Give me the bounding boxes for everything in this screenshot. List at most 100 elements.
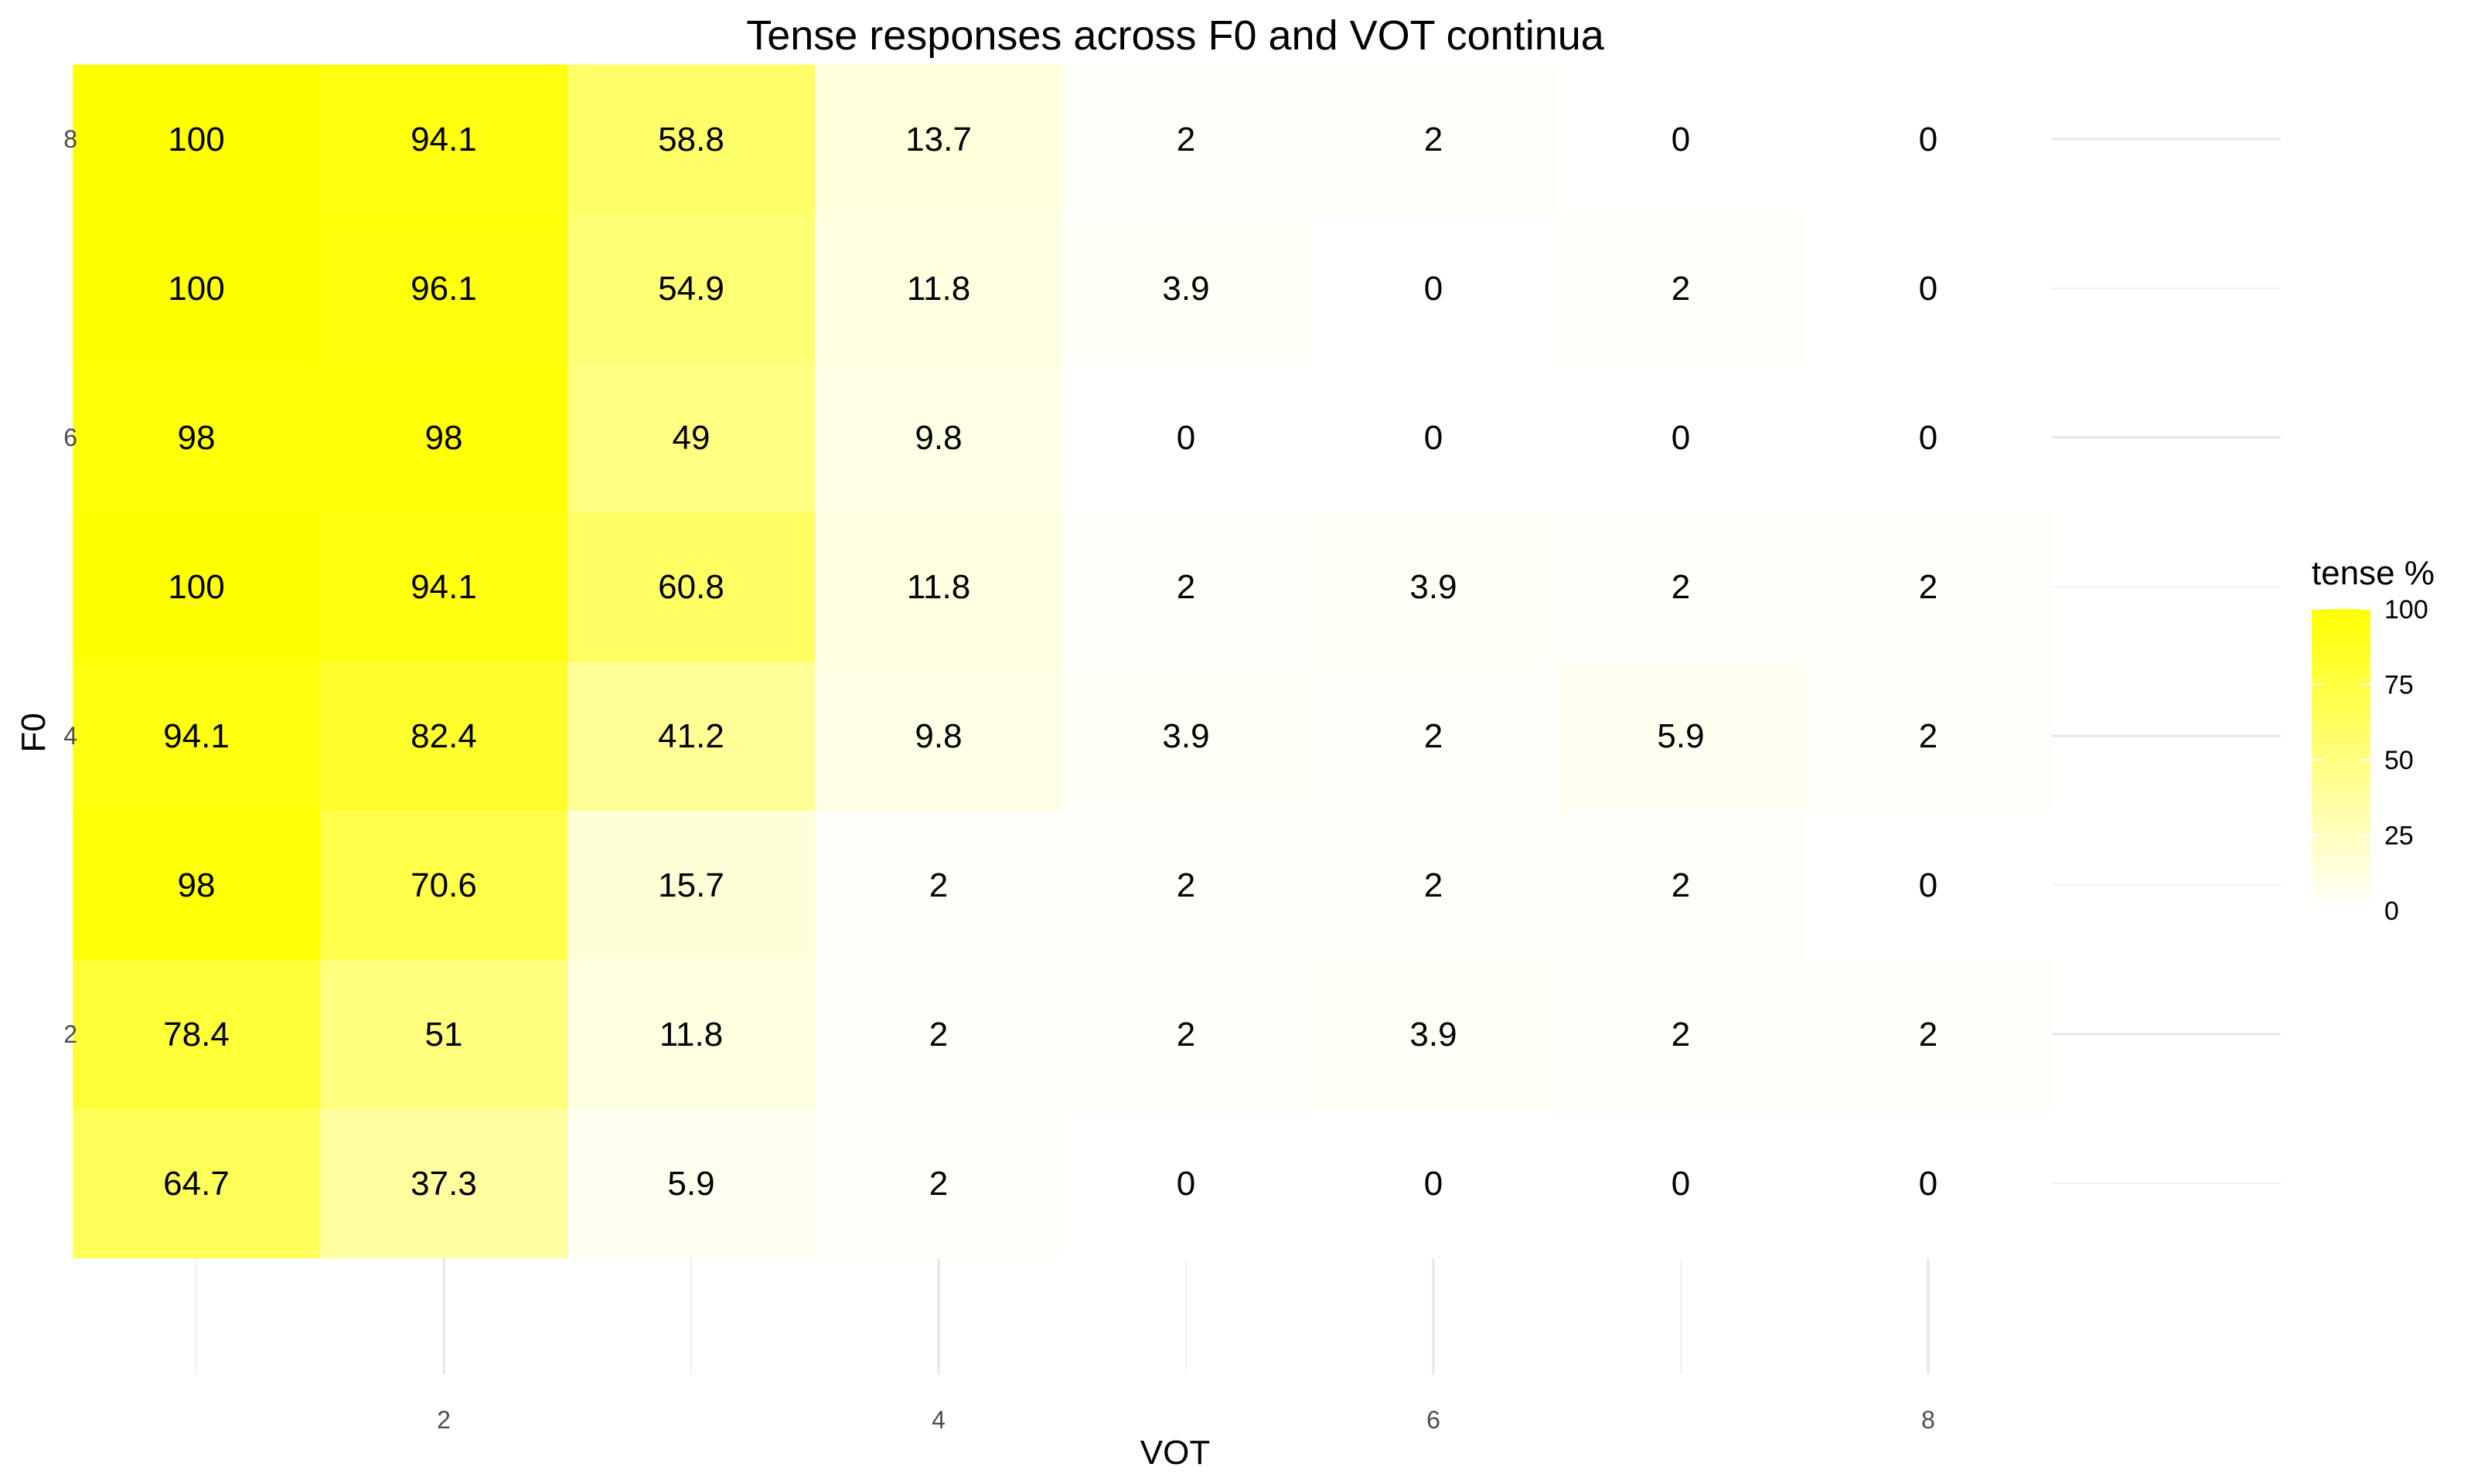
heatmap-cell	[1310, 810, 1558, 960]
heatmap-cell	[1310, 64, 1558, 214]
cell-value-label: 2	[1424, 866, 1443, 904]
cell-value-label: 2	[1424, 121, 1443, 158]
heatmap-cell	[815, 1108, 1063, 1258]
cell-value-label: 9.8	[915, 419, 962, 457]
x-axis-title: VOT	[1140, 1434, 1210, 1472]
cell-value-label: 2	[1424, 717, 1443, 755]
heatmap-cell	[1804, 362, 2053, 512]
heatmap-cell	[1062, 1108, 1310, 1258]
cell-value-label: 15.7	[658, 866, 724, 904]
legend-tick-label: 50	[2384, 746, 2414, 775]
cell-value-label: 2	[1177, 121, 1195, 158]
heatmap-cell	[567, 661, 816, 811]
cell-value-label: 49	[673, 419, 711, 457]
heatmap-cell	[1804, 810, 2053, 960]
cell-value-label: 0	[1424, 270, 1443, 308]
heatmap-cell	[73, 213, 321, 363]
cell-value-label: 100	[168, 121, 224, 158]
cell-value-label: 5.9	[1657, 717, 1704, 755]
heatmap-cell	[1804, 661, 2053, 811]
heatmap-cell	[73, 64, 321, 214]
cell-value-label: 64.7	[163, 1165, 230, 1203]
cell-value-label: 3.9	[1409, 568, 1457, 606]
legend-tick-label: 75	[2384, 671, 2414, 700]
heatmap-cell	[815, 213, 1063, 363]
color-legend: tense % 0 25 50 75 100	[2312, 554, 2435, 926]
heatmap-cell	[1557, 1108, 1805, 1258]
heatmap-cell	[320, 1108, 568, 1258]
heatmap-cell	[1557, 661, 1805, 811]
cell-value-label: 9.8	[915, 717, 962, 755]
heatmap-cell	[1804, 959, 2053, 1109]
cell-value-label: 41.2	[658, 717, 724, 755]
heatmap-cell	[320, 64, 568, 214]
heatmap-cell	[1310, 512, 1558, 662]
cell-value-label: 13.7	[905, 121, 972, 158]
cell-value-label: 51	[425, 1016, 463, 1053]
cell-value-label: 2	[1671, 270, 1690, 308]
heatmap-cell	[1062, 661, 1310, 811]
cell-value-label: 98	[425, 419, 463, 457]
heatmap-cell	[815, 661, 1063, 811]
cell-value-label: 3.9	[1162, 270, 1209, 308]
cell-value-label: 11.8	[907, 568, 970, 606]
heatmap-cell	[567, 810, 816, 960]
heatmap-cell	[567, 1108, 816, 1258]
x-tick-label: 6	[1426, 1406, 1440, 1434]
legend-tick-label: 100	[2384, 595, 2428, 625]
cell-value-label: 0	[1424, 1165, 1443, 1203]
heatmap-cell	[320, 959, 568, 1109]
heatmap-cell	[1310, 1108, 1558, 1258]
cell-value-label: 2	[1671, 1016, 1690, 1053]
cell-value-label: 94.1	[411, 121, 477, 158]
heatmap-cell	[320, 810, 568, 960]
x-tick-label: 8	[1921, 1406, 1935, 1434]
cell-value-label: 0	[1671, 1165, 1690, 1203]
cell-value-label: 2	[929, 1016, 948, 1053]
y-axis-title: F0	[15, 713, 53, 752]
cell-value-label: 96.1	[411, 270, 477, 308]
cell-value-label: 0	[1919, 1165, 1937, 1203]
cell-value-label: 2	[1177, 568, 1195, 606]
cell-value-label: 94.1	[411, 568, 477, 606]
heatmap-cell	[815, 512, 1063, 662]
cell-value-label: 2	[1919, 1016, 1937, 1053]
x-axis-ticks: 2 4 6 8	[437, 1406, 1935, 1434]
cell-value-label: 5.9	[667, 1165, 714, 1203]
heatmap-cell	[320, 512, 568, 662]
heatmap-cell	[567, 213, 816, 363]
heatmap-cell	[815, 362, 1063, 512]
cell-value-label: 0	[1424, 419, 1443, 457]
heatmap-cell	[1062, 959, 1310, 1109]
heatmap-cell	[1804, 1108, 2053, 1258]
cell-value-label: 11.8	[907, 270, 970, 308]
heatmap-cell	[567, 959, 816, 1109]
heatmap-cell	[1062, 213, 1310, 363]
cell-value-label: 0	[1671, 419, 1690, 457]
cell-value-label: 100	[168, 270, 224, 308]
cell-value-label: 0	[1177, 419, 1195, 457]
heatmap-cell	[1557, 512, 1805, 662]
heatmap-cell	[1062, 362, 1310, 512]
legend-tick-label: 0	[2384, 897, 2399, 926]
y-tick-label: 8	[63, 125, 77, 153]
cell-value-label: 2	[929, 1165, 948, 1203]
heatmap-cell	[1310, 213, 1558, 363]
legend-title: tense %	[2312, 554, 2435, 592]
heatmap-cell	[567, 362, 816, 512]
cell-value-label: 0	[1919, 121, 1937, 158]
cell-value-label: 11.8	[659, 1016, 723, 1053]
heatmap-cell	[815, 959, 1063, 1109]
cell-value-label: 54.9	[658, 270, 724, 308]
y-tick-label: 4	[63, 722, 77, 750]
heatmap-cell	[1557, 810, 1805, 960]
y-tick-label: 2	[63, 1020, 77, 1048]
cell-value-label: 58.8	[658, 121, 724, 158]
cell-value-label: 82.4	[411, 717, 477, 755]
heatmap-cell	[567, 512, 816, 662]
y-tick-label: 6	[63, 424, 77, 451]
heatmap-cell	[73, 512, 321, 662]
heatmap-cell	[1804, 64, 2053, 214]
heatmap-cell	[1804, 512, 2053, 662]
